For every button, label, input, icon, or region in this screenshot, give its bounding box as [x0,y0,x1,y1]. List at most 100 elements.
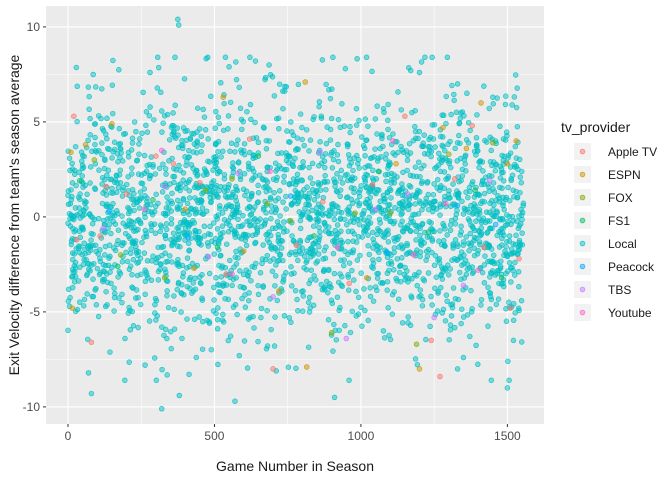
point-local [159,129,165,135]
point-local [244,218,250,225]
point-local [137,255,144,262]
point-local [414,247,420,253]
point-apple-tv [507,305,514,311]
point-local [214,226,221,232]
point-local [406,140,413,147]
point-local [204,317,210,324]
point-local [323,244,329,250]
point-local [106,146,112,153]
point-local [155,244,161,251]
point-espn [416,366,423,372]
point-local [258,223,265,230]
point-espn [69,305,76,311]
point-local [358,216,364,222]
point-local [234,311,240,318]
point-local [503,318,510,325]
point-local [337,187,344,193]
point-local [311,197,318,203]
point-local [251,204,258,210]
point-local [216,282,222,288]
point-local [278,237,284,244]
point-local [228,226,235,232]
point-local [102,303,109,310]
point-local [109,155,115,161]
x-tick-label: 1000 [348,429,375,443]
point-local [442,193,448,200]
point-local [218,154,224,160]
point-local [331,211,338,217]
point-local [355,294,362,301]
point-local [316,236,322,242]
point-local [418,180,425,187]
point-local [264,179,271,185]
point-local [425,206,432,213]
point-local [287,153,293,160]
point-local [428,293,434,300]
point-local [421,277,428,284]
point-local [148,227,154,234]
point-local [141,234,147,240]
point-local [294,146,300,152]
point-local [164,194,170,200]
point-local [319,57,326,63]
point-local [365,317,371,324]
point-local [425,191,431,198]
point-local [168,198,174,204]
point-local [154,54,161,61]
point-local [290,132,297,139]
point-local [334,152,341,158]
point-local [506,299,512,306]
point-local [310,302,317,309]
point-local [81,153,87,160]
point-local [481,262,488,268]
point-local [235,160,242,166]
point-local [419,143,425,149]
point-local [437,203,444,210]
point-local [299,124,305,131]
point-local [169,190,175,197]
point-local [227,148,233,155]
point-local [294,296,300,303]
point-local [93,285,99,292]
point-local [382,195,388,202]
point-local [242,304,249,310]
point-local [171,306,178,313]
point-local [342,322,348,329]
point-local [224,194,230,201]
point-local [70,269,76,275]
point-local [404,157,411,164]
point-local [370,167,376,174]
point-local [493,301,500,308]
point-local [208,93,214,100]
point-local [506,259,513,266]
point-local [465,119,472,126]
point-local [434,176,441,183]
point-local [439,157,445,163]
point-local [276,125,282,132]
point-local [460,354,467,361]
y-axis: -10 -5 0 5 10 [23,20,46,414]
point-local [461,205,468,211]
point-local [391,218,398,225]
point-local [350,238,356,244]
point-local [374,275,381,281]
point-local [223,241,230,247]
legend-label-youtube: Youtube [608,306,652,320]
point-local [291,270,297,276]
point-fox [229,176,235,182]
point-local [396,200,403,207]
point-local [92,134,98,141]
point-local [292,155,298,162]
point-local [356,221,363,228]
point-local [162,211,169,217]
point-local [125,204,131,211]
x-axis: 0 500 1000 1500 [65,424,521,443]
point-local [465,140,472,146]
point-apple-tv [97,233,103,239]
point-local [390,131,396,137]
point-local [225,218,232,224]
point-local [278,245,285,251]
point-local [222,54,229,61]
point-local [244,108,250,115]
point-local [513,104,520,111]
